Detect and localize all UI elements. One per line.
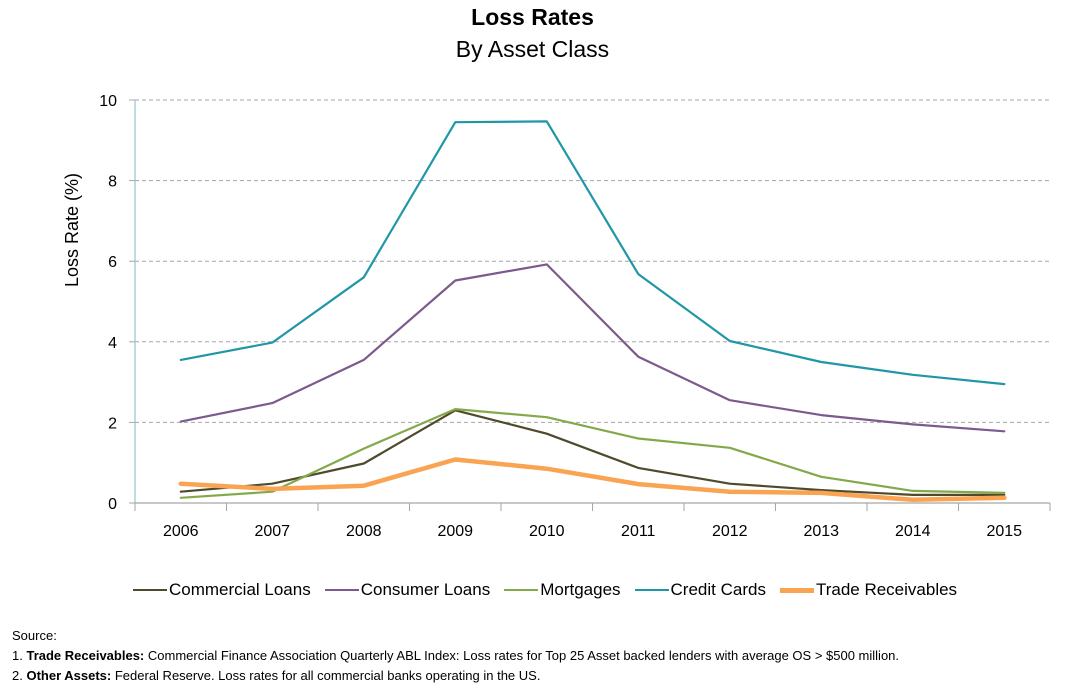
legend-item-mortgages: Mortgages: [504, 580, 621, 600]
x-tick-label: 2008: [346, 523, 382, 540]
x-tick-label: 2015: [986, 523, 1022, 540]
x-tick-label: 2012: [712, 523, 748, 540]
legend-item-commercial-loans: Commercial Loans: [133, 580, 311, 600]
note-1-bold: Trade Receivables:: [26, 648, 145, 663]
note-1: 1. Trade Receivables: Commercial Finance…: [12, 646, 899, 666]
y-tick-label: 6: [108, 254, 117, 271]
y-tick-labels: 0 2 4 6 8 10: [99, 93, 117, 513]
note-1-text: Commercial Finance Association Quarterly…: [144, 648, 900, 663]
x-tick-label: 2006: [163, 523, 199, 540]
series-line-trade-receivables: [178, 457, 1007, 503]
x-tick-label: 2014: [895, 523, 931, 540]
legend-item-consumer-loans: Consumer Loans: [324, 580, 491, 600]
note-2-number: 2.: [12, 668, 23, 683]
note-2-bold: Other Assets:: [26, 668, 112, 683]
line-chart: 0 2 4 6 8 10 2006 2007 2008 2009 2010 2011 2012 2013…: [62, 93, 1051, 540]
chart-title: Loss Rates: [471, 4, 594, 30]
series-line-commercial-loans: [179, 409, 1006, 496]
series-lines: [178, 120, 1007, 503]
legend: Commercial Loans Consumer Loans Mortgages C…: [133, 580, 971, 600]
x-tick-label: 2013: [803, 523, 839, 540]
legend-swatch: [133, 588, 167, 592]
y-tick-label: 4: [108, 335, 117, 352]
series-line-credit-cards: [179, 120, 1006, 386]
chart-subtitle: By Asset Class: [455, 36, 610, 62]
source-notes: Source: 1. Trade Receivables: Commercial…: [12, 626, 899, 686]
y-tick-label: 2: [108, 415, 117, 432]
y-axis-label: Loss Rate (%): [62, 173, 82, 287]
legend-swatch: [634, 588, 669, 592]
series-line-mortgages: [179, 408, 1006, 499]
legend-swatch: [504, 588, 539, 592]
x-tick-label: 2011: [621, 523, 656, 540]
source-label: Source:: [12, 628, 57, 643]
x-tick-label: 2007: [254, 523, 290, 540]
y-tick-label: 10: [99, 93, 117, 110]
axes: [129, 99, 1051, 511]
legend-item-trade-receivables: Trade Receivables: [779, 580, 958, 600]
legend-swatch: [324, 588, 359, 592]
legend-label: Credit Cards: [670, 580, 766, 599]
legend-item-credit-cards: Credit Cards: [634, 580, 766, 600]
legend-label: Mortgages: [540, 580, 621, 599]
y-tick-label: 8: [108, 174, 117, 191]
legend-label: Consumer Loans: [360, 580, 491, 599]
note-2: 2. Other Assets: Federal Reserve. Loss r…: [12, 666, 899, 686]
y-tick-label: 0: [108, 496, 117, 513]
x-tick-label: 2010: [529, 523, 565, 540]
x-tick-labels: 2006 2007 2008 2009 2010 2011 2012 2013 2014 2015: [163, 523, 1022, 540]
x-tick-label: 2009: [437, 523, 473, 540]
gridlines: [135, 99, 1050, 423]
note-2-text: Federal Reserve. Loss rates for all comm…: [111, 668, 541, 683]
series-line-consumer-loans: [179, 263, 1006, 433]
legend-label: Trade Receivables: [815, 580, 958, 599]
legend-label: Commercial Loans: [169, 580, 311, 599]
note-1-number: 1.: [12, 648, 23, 663]
legend-swatch: [779, 587, 814, 593]
